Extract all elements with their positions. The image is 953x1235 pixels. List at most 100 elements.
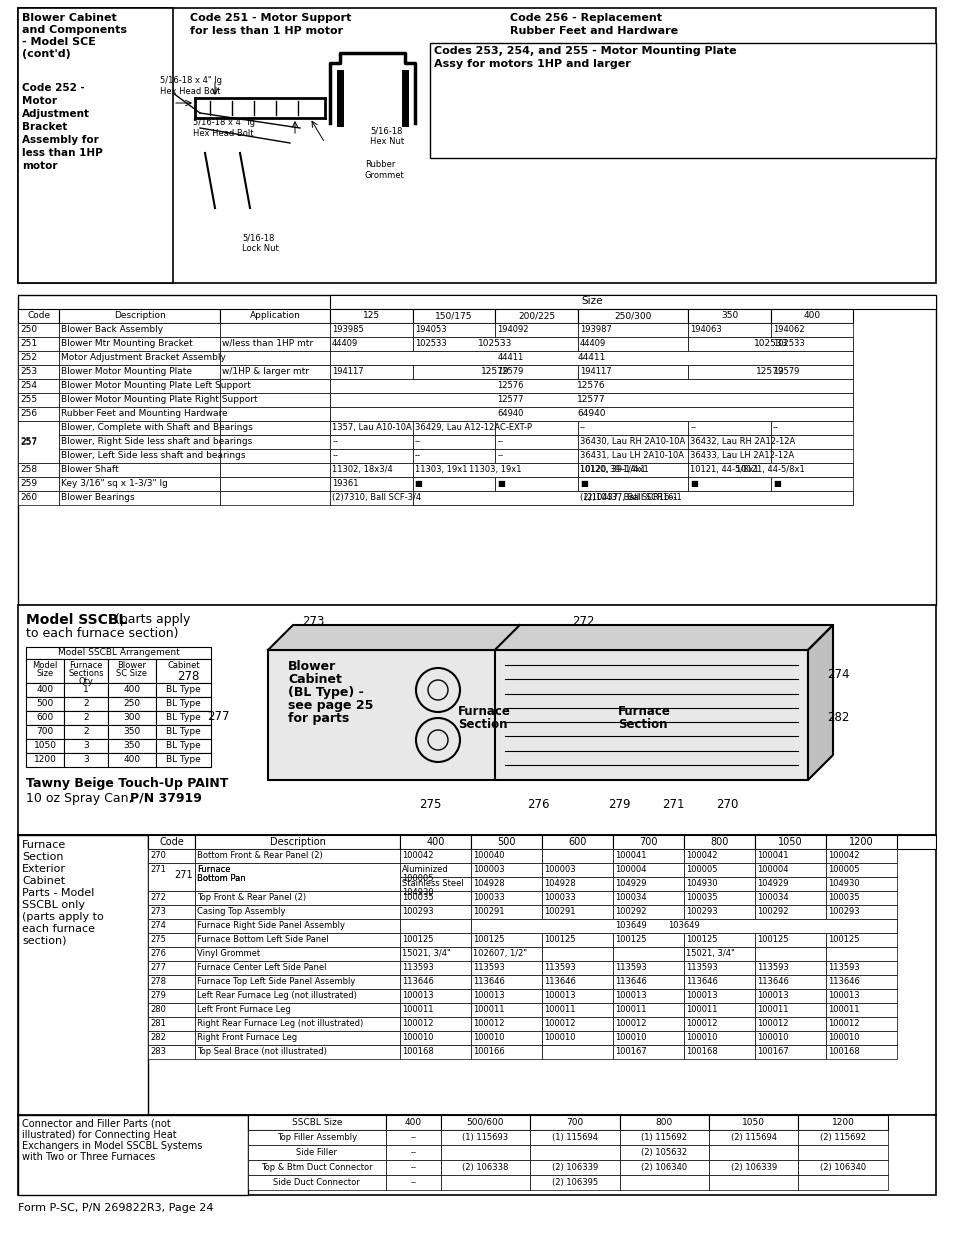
Bar: [471, 961, 541, 974]
Text: Application: Application: [250, 311, 300, 320]
Text: 100011: 100011: [615, 1005, 646, 1014]
Text: Blower, Right Side less shaft and bearings: Blower, Right Side less shaft and bearin…: [61, 437, 253, 446]
Bar: [195, 1003, 399, 1016]
Bar: [220, 421, 330, 435]
Bar: [754, 947, 824, 961]
Bar: [530, 1130, 618, 1145]
Bar: [495, 337, 578, 351]
Bar: [59, 379, 220, 393]
Text: 194062: 194062: [772, 325, 803, 333]
Text: 100041: 100041: [615, 851, 646, 860]
Bar: [59, 408, 220, 421]
Text: 100013: 100013: [685, 990, 717, 1000]
Text: 113593: 113593: [685, 963, 717, 972]
Text: 255: 255: [20, 395, 37, 404]
Text: 274: 274: [150, 921, 166, 930]
Polygon shape: [268, 625, 832, 650]
Bar: [530, 1160, 618, 1174]
Bar: [195, 961, 399, 974]
Text: BL Type: BL Type: [166, 685, 201, 694]
Polygon shape: [807, 625, 832, 781]
Bar: [754, 905, 824, 919]
Text: 100012: 100012: [756, 1019, 787, 1028]
Text: 10121, 44-5/8x1: 10121, 44-5/8x1: [736, 466, 804, 474]
Text: 194063: 194063: [689, 325, 721, 333]
Text: Adjustment: Adjustment: [22, 109, 90, 119]
Text: (2)10437, Ball SCR16-1: (2)10437, Ball SCR16-1: [579, 493, 677, 501]
Bar: [578, 435, 687, 450]
Bar: [578, 421, 687, 435]
Bar: [195, 890, 399, 905]
Bar: [18, 421, 59, 463]
Text: 3: 3: [83, 741, 89, 750]
Text: 700: 700: [639, 837, 657, 847]
Bar: [220, 337, 330, 351]
Bar: [770, 477, 853, 492]
Text: 104929: 104929: [615, 879, 646, 888]
Text: (1) 115692: (1) 115692: [640, 1132, 686, 1142]
Text: 276: 276: [526, 798, 549, 811]
Text: 100125: 100125: [615, 935, 646, 944]
Text: 5/16-18: 5/16-18: [370, 126, 402, 135]
Text: Rubber Feet and Mounting Hardware: Rubber Feet and Mounting Hardware: [61, 409, 228, 417]
Text: (2)10437, Ball SCR16-1: (2)10437, Ball SCR16-1: [583, 493, 681, 501]
Text: 12579: 12579: [772, 367, 799, 375]
Text: --: --: [332, 451, 337, 459]
Text: 350: 350: [123, 741, 140, 750]
Text: Furnace: Furnace: [197, 864, 231, 874]
Text: 100013: 100013: [827, 990, 859, 1000]
Bar: [18, 835, 148, 1115]
Text: 275: 275: [418, 798, 440, 811]
Text: 100010: 100010: [543, 1032, 575, 1042]
Bar: [687, 463, 770, 477]
Text: 150/175: 150/175: [435, 311, 473, 320]
Text: 100012: 100012: [615, 1019, 646, 1028]
Bar: [683, 974, 754, 989]
Text: --: --: [410, 1149, 416, 1157]
Bar: [330, 337, 413, 351]
Bar: [18, 421, 59, 435]
Bar: [683, 961, 754, 974]
Bar: [195, 1016, 399, 1031]
Text: (2) 106339: (2) 106339: [730, 1163, 776, 1172]
Text: 100293: 100293: [827, 906, 859, 916]
Bar: [683, 989, 754, 1003]
Bar: [18, 835, 935, 1115]
Bar: [618, 1174, 708, 1191]
Bar: [612, 1031, 683, 1045]
Bar: [683, 1031, 754, 1045]
Text: Blower Motor Mounting Plate Left Support: Blower Motor Mounting Plate Left Support: [61, 382, 251, 390]
Text: Description: Description: [113, 311, 165, 320]
Bar: [754, 1016, 824, 1031]
Bar: [18, 366, 59, 379]
Text: 194092: 194092: [497, 325, 528, 333]
Text: --: --: [332, 437, 337, 446]
Bar: [541, 863, 612, 877]
Bar: [18, 477, 59, 492]
Text: Key 3/16" sq x 1-3/3" lg: Key 3/16" sq x 1-3/3" lg: [61, 479, 168, 488]
Bar: [471, 890, 541, 905]
Text: --: --: [410, 1132, 416, 1142]
Bar: [770, 450, 853, 463]
Text: (cont'd): (cont'd): [22, 49, 71, 59]
Text: 104928: 104928: [543, 879, 575, 888]
Bar: [683, 1003, 754, 1016]
Bar: [195, 877, 399, 890]
Text: (BL Type) -: (BL Type) -: [288, 685, 363, 699]
Text: 100291: 100291: [543, 906, 575, 916]
Bar: [399, 877, 471, 890]
Text: 36431, Lau LH 2A10-10A: 36431, Lau LH 2A10-10A: [579, 451, 683, 459]
Bar: [618, 1160, 708, 1174]
Bar: [578, 324, 687, 337]
Text: w/1HP & larger mtr: w/1HP & larger mtr: [222, 367, 309, 375]
Bar: [220, 309, 330, 324]
Text: Model: Model: [32, 661, 57, 671]
Bar: [798, 1174, 887, 1191]
Text: --: --: [689, 424, 696, 432]
Bar: [683, 1045, 754, 1058]
Text: Lock Nut: Lock Nut: [242, 245, 278, 253]
Text: --: --: [497, 451, 503, 459]
Text: 100125: 100125: [685, 935, 717, 944]
Bar: [59, 393, 220, 408]
Text: 250: 250: [20, 325, 37, 333]
